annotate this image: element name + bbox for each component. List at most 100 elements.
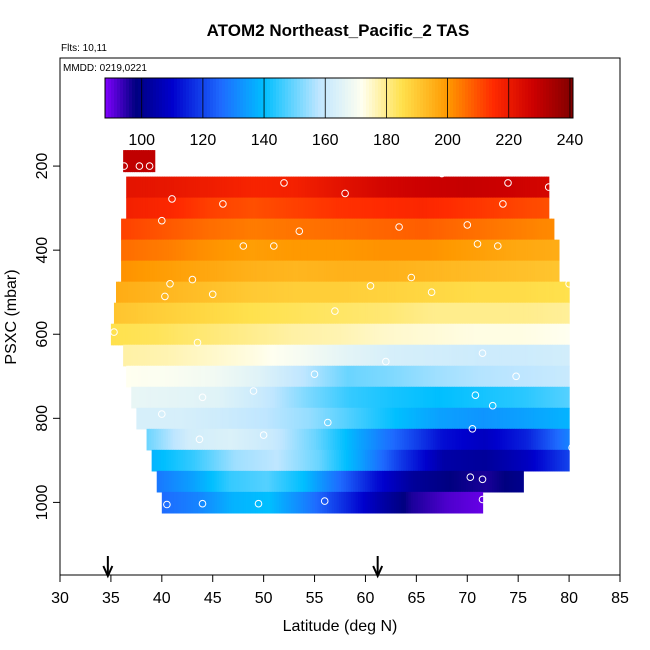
colorbar-segment (243, 78, 247, 118)
heat-cell (374, 197, 378, 220)
heat-cell (290, 260, 294, 283)
heat-cell (187, 281, 191, 304)
heat-cell (163, 344, 167, 367)
heat-cell (546, 218, 550, 241)
heat-cell (194, 323, 198, 346)
heat-cell (241, 365, 245, 388)
heat-cell (269, 218, 273, 241)
heat-cell (137, 344, 141, 367)
heat-cell (135, 344, 139, 367)
heat-cell (260, 302, 264, 325)
heat-cell (181, 302, 185, 325)
observation-point (468, 425, 477, 433)
colorbar-frame (104, 77, 574, 119)
heat-cell (389, 281, 393, 304)
heat-cell (468, 365, 472, 388)
heat-cell (355, 449, 359, 472)
heat-cell (178, 176, 182, 199)
heat-cell (310, 260, 314, 283)
heat-cell (145, 386, 149, 409)
colorbar-segment (303, 78, 307, 118)
heat-cell (503, 176, 507, 199)
heat-cell (247, 470, 251, 493)
heat-cell (199, 281, 203, 304)
heat-cell (343, 218, 347, 241)
heat-cell (491, 239, 495, 262)
heat-cell (283, 197, 287, 220)
heat-cell (289, 386, 293, 409)
heat-cell (188, 491, 192, 514)
heat-cell (537, 218, 541, 241)
heat-cell (338, 344, 342, 367)
heat-cell (396, 407, 400, 430)
heat-cell (176, 197, 180, 220)
heat-cell (355, 176, 359, 199)
heat-cell (406, 428, 410, 451)
heat-cell (384, 386, 388, 409)
heat-cell (185, 470, 189, 493)
heat-cell (449, 407, 453, 430)
heat-cell (248, 365, 252, 388)
heat-cell (494, 218, 498, 241)
heat-cell (557, 302, 561, 325)
heat-cell (127, 281, 131, 304)
colorbar-segment (540, 78, 544, 118)
heat-cell (523, 449, 527, 472)
heat-cell (317, 470, 321, 493)
heat-cell (552, 428, 556, 451)
heat-cell (404, 428, 408, 451)
heat-cell (367, 176, 371, 199)
heat-cell (495, 428, 499, 451)
heat-cell (235, 470, 239, 493)
heat-cell (530, 386, 534, 409)
heat-cell (382, 302, 386, 325)
heat-cell (386, 197, 390, 220)
heat-cell (244, 428, 248, 451)
heat-cell (314, 176, 318, 199)
heat-cell (484, 260, 488, 283)
observation-point (110, 328, 118, 336)
heat-cell (540, 281, 544, 304)
heat-cell (422, 260, 426, 283)
heat-cell (286, 386, 290, 409)
heat-cell (297, 449, 301, 472)
heat-cell (351, 407, 355, 430)
heat-cell (392, 407, 396, 430)
colorbar-segment (321, 78, 325, 118)
heat-cell (211, 449, 215, 472)
heat-cell (168, 449, 172, 472)
heat-cell (295, 491, 299, 514)
heat-cell (130, 281, 134, 304)
heat-cell (166, 218, 170, 241)
heat-cell (133, 260, 137, 283)
observation-point (499, 200, 507, 208)
heat-cell (138, 386, 142, 409)
heat-cell (341, 491, 345, 514)
heat-cell (458, 365, 462, 388)
heat-cell (381, 176, 385, 199)
heat-cell (286, 302, 290, 325)
heat-cell (535, 449, 539, 472)
heat-cell (425, 386, 429, 409)
heat-cell (487, 239, 491, 262)
heat-cell (132, 281, 136, 304)
heat-cell (331, 176, 335, 199)
heat-cell (561, 323, 565, 346)
heat-cell (494, 386, 498, 409)
heat-cell (210, 407, 214, 430)
heat-cell (173, 302, 177, 325)
heat-cell (465, 344, 469, 367)
heat-cell (470, 281, 474, 304)
heat-cell (156, 344, 160, 367)
heat-cell (437, 281, 441, 304)
heat-cell (539, 197, 543, 220)
heat-cell (142, 176, 146, 199)
heat-cell (145, 218, 148, 241)
heat-cell (190, 491, 194, 514)
heat-cell (310, 386, 314, 409)
observation-point (163, 500, 171, 509)
heat-cell (156, 323, 160, 346)
heat-cell (448, 197, 452, 220)
heat-cell (121, 218, 125, 241)
heat-cell (542, 344, 546, 367)
